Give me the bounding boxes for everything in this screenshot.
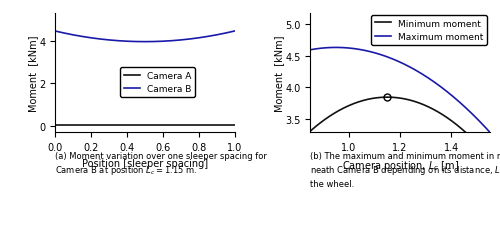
- Legend: Minimum moment, Maximum moment: Minimum moment, Maximum moment: [371, 16, 488, 46]
- Legend: Camera A, Camera B: Camera A, Camera B: [120, 68, 195, 98]
- X-axis label: Camera position, $L_c$ [m]: Camera position, $L_c$ [m]: [342, 158, 458, 172]
- Y-axis label: Moment  [kNm]: Moment [kNm]: [28, 35, 38, 111]
- X-axis label: Position [sleeper spacing]: Position [sleeper spacing]: [82, 158, 208, 168]
- Text: (b) The maximum and minimum moment in rail be-
neath Camera B depending on its d: (b) The maximum and minimum moment in ra…: [310, 151, 500, 188]
- Y-axis label: Moment  [kNm]: Moment [kNm]: [274, 35, 284, 111]
- Text: (a) Moment variation over one sleeper spacing for
Camera B at position $L_c = 1.: (a) Moment variation over one sleeper sp…: [55, 151, 267, 177]
